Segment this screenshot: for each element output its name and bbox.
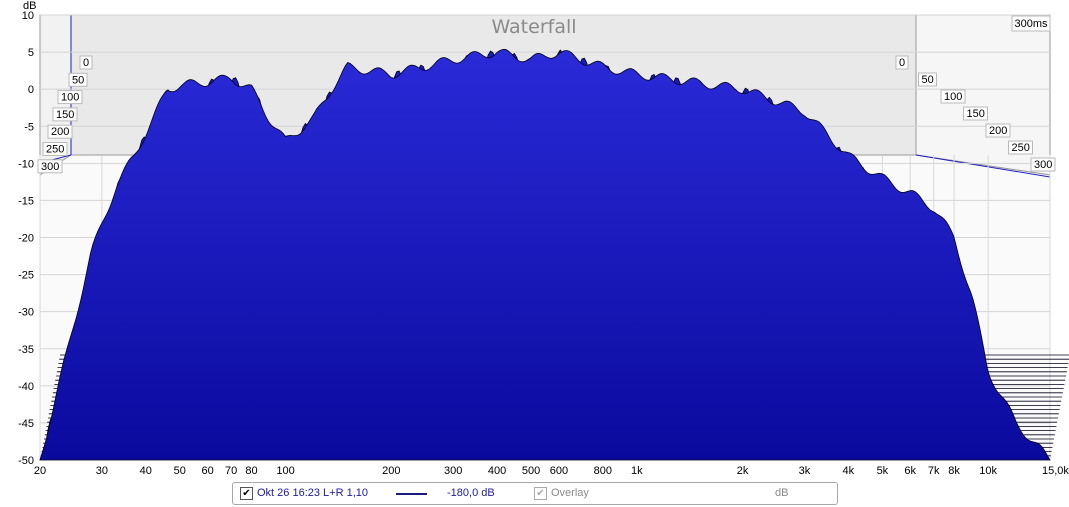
x-tick-label: 2k [737,465,749,477]
x-tick-label: 50 [174,465,186,477]
time-tick-right: 0 [895,55,909,70]
time-tick-left: 50 [68,72,88,87]
time-tick-right: 150 [963,106,988,121]
x-tick-label: 1k [631,465,643,477]
overlay-label: Overlay [551,487,589,499]
time-tick-left: 100 [57,90,83,105]
overlay-checkbox[interactable]: ✔ [534,487,547,500]
svg-text:50: 50 [72,74,84,86]
x-tick-label: 5k [877,465,889,477]
y-tick-label: -15 [18,195,34,207]
x-tick-label: 15,0k Hz [1042,465,1069,477]
x-tick-label: 20 [34,465,46,477]
y-tick-label: -5 [24,121,34,133]
time-tick-left: 250 [42,142,68,156]
x-tick-label: 3k [799,465,811,477]
time-tick-left: 300 [37,159,63,174]
x-tick-label: 40 [140,465,152,477]
x-tick-label: 4k [843,465,855,477]
x-tick-label: 7k [928,465,940,477]
x-tick-label: 600 [550,465,568,477]
time-tick-right: 250 [1008,140,1033,155]
y-tick-label: -10 [18,158,34,170]
x-tick-label: 800 [594,465,612,477]
y-tick-label: -45 [18,418,34,430]
svg-text:250: 250 [1012,142,1030,154]
svg-text:150: 150 [56,109,74,121]
svg-text:300: 300 [1034,159,1052,171]
level-marker-right [915,154,1051,178]
x-tick-label: 500 [522,465,540,477]
x-tick-label: 80 [245,465,257,477]
svg-text:0: 0 [899,57,905,69]
y-tick-label: -25 [18,270,34,282]
x-tick-label: 70 [225,465,237,477]
chart-title: Waterfall [491,16,576,38]
y-tick-label: -20 [18,233,34,245]
time-tick-right: 300 [1030,157,1056,172]
svg-text:150: 150 [967,108,985,120]
svg-text:100: 100 [944,91,962,103]
x-tick-label: 200 [382,465,400,477]
series-swatch [396,493,427,495]
x-tick-label: 10k [979,465,997,477]
time-tick-right: 100 [940,89,966,104]
y-tick-label: -40 [18,381,34,393]
time-axis-label: 300ms [1011,15,1051,32]
svg-text:300ms: 300ms [1014,18,1048,30]
svg-text:100: 100 [61,92,79,104]
measurement-label: Okt 26 16:23 L+R 1,10 [257,487,368,499]
svg-text:0: 0 [83,57,89,69]
time-tick-right: 50 [918,72,937,87]
x-tick-label: 8k [948,465,960,477]
y-tick-label: -35 [18,344,34,356]
time-tick-left: 200 [47,124,73,139]
legend-bar: ✔ Okt 26 16:23 L+R 1,10 -180,0 dB ✔ Over… [232,482,838,505]
svg-text:200: 200 [989,125,1007,137]
x-tick-label: 300 [444,465,462,477]
waterfall-surface [39,48,1069,461]
x-tick-label: 60 [201,465,213,477]
y-tick-label: 10 [22,10,34,22]
x-tick-label: 30 [96,465,108,477]
y-axis-unit: dB [23,0,36,12]
y-tick-label: 5 [28,47,34,59]
unit-label: dB [775,487,789,499]
measurement-checkbox[interactable]: ✔ [240,487,253,500]
svg-text:250: 250 [46,144,64,156]
svg-text:50: 50 [922,74,934,86]
time-tick-right: 200 [985,123,1011,138]
x-tick-label: 100 [276,465,294,477]
time-tick-left: 150 [52,107,78,122]
x-tick-label: 6k [904,465,916,477]
svg-text:200: 200 [51,126,69,138]
y-tick-label: -30 [18,307,34,319]
time-tick-left: 0 [79,55,93,70]
y-tick-label: 0 [28,84,34,96]
waterfall-slice [39,48,1051,461]
x-tick-label: 400 [488,465,506,477]
level-value: -180,0 dB [447,487,495,499]
svg-text:300: 300 [41,161,59,173]
y-tick-label: -50 [18,455,34,467]
